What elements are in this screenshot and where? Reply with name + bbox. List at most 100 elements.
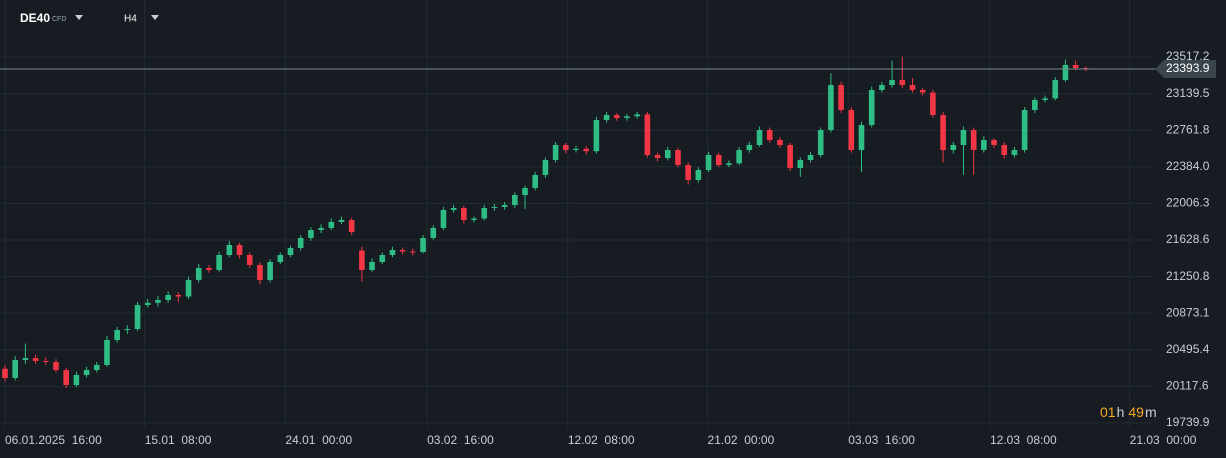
candle-body xyxy=(63,369,69,386)
x-tick-label: 12.02 08:00 xyxy=(568,433,635,447)
candle-body xyxy=(1011,149,1018,155)
candle-body xyxy=(797,159,804,168)
candle-body xyxy=(919,90,926,93)
candle-body xyxy=(206,267,212,270)
candle-body xyxy=(328,221,335,228)
candle-body xyxy=(858,125,865,150)
symbol[interactable]: DE40 xyxy=(20,11,50,25)
y-tick-label: 22761.8 xyxy=(1166,122,1210,136)
y-tick-label: 22384.0 xyxy=(1166,159,1210,173)
x-tick-label: 15.01 08:00 xyxy=(145,433,212,447)
candle-body xyxy=(236,244,243,255)
candle-body xyxy=(512,194,518,205)
candle-body xyxy=(144,302,151,305)
candle-body xyxy=(828,85,834,131)
candle-body xyxy=(481,207,488,219)
candle-body xyxy=(1072,65,1079,68)
last-price-label: 23393.9 xyxy=(1166,61,1210,75)
candle-body xyxy=(267,261,273,280)
plot xyxy=(0,56,1156,389)
candle-body xyxy=(420,237,426,252)
y-tick-label: 20873.1 xyxy=(1166,305,1210,319)
y-tick-label: 23139.5 xyxy=(1166,86,1210,100)
candle-body xyxy=(430,227,437,238)
candle-body xyxy=(83,369,90,375)
candle-body xyxy=(195,267,202,280)
candle-body xyxy=(2,368,8,378)
candle-body xyxy=(450,207,457,210)
candle-body xyxy=(185,279,192,297)
candle-body xyxy=(562,144,569,150)
candle-body xyxy=(338,219,345,222)
candle-body xyxy=(287,247,294,255)
candle-body xyxy=(899,80,906,86)
x-tick-label: 24.01 00:00 xyxy=(285,433,352,447)
candle-body xyxy=(522,187,528,195)
candle-body xyxy=(909,85,916,91)
candle-body xyxy=(1001,144,1008,155)
timeframe[interactable]: H4 xyxy=(124,14,137,25)
candle-body xyxy=(124,329,131,331)
candle-body xyxy=(216,254,222,270)
candle-body xyxy=(766,130,773,140)
symbol-dropdown[interactable] xyxy=(75,15,83,20)
symbol-type: CFD xyxy=(52,16,66,23)
candle-body xyxy=(603,115,610,121)
candle-body xyxy=(461,207,467,220)
candle-body xyxy=(879,85,885,91)
candle-body xyxy=(379,254,386,262)
countdown-hours: 01 xyxy=(1100,404,1116,420)
candle-body xyxy=(613,115,620,118)
candle-body xyxy=(624,116,630,118)
y-tick-label: 22006.3 xyxy=(1166,196,1210,210)
candle-body xyxy=(940,115,946,150)
x-tick-label: 03.02 16:00 xyxy=(427,433,494,447)
y-tick-label: 23517.2 xyxy=(1166,49,1210,63)
candle-body xyxy=(1042,98,1048,101)
candle-body xyxy=(705,154,712,170)
candle-body xyxy=(1032,100,1038,111)
y-tick-label: 20495.4 xyxy=(1166,342,1210,356)
candle-body xyxy=(53,361,59,370)
candle-body xyxy=(726,163,732,165)
timeframe-dropdown[interactable] xyxy=(151,15,159,20)
candle-body xyxy=(175,294,182,297)
candle-body xyxy=(736,149,742,164)
grid xyxy=(0,0,1152,428)
candle-body xyxy=(695,169,702,180)
candle-body xyxy=(93,364,100,370)
candle-body xyxy=(277,254,284,262)
candle-body xyxy=(838,85,844,111)
candle-body xyxy=(552,144,559,160)
candle-body xyxy=(644,114,651,155)
candle-body xyxy=(817,130,824,155)
candle-body xyxy=(889,80,895,86)
candle-body xyxy=(165,294,171,300)
candle-body xyxy=(369,261,375,270)
candle-body xyxy=(787,144,793,168)
candle-body xyxy=(308,229,314,238)
candle-body xyxy=(542,159,549,175)
candle-body xyxy=(593,120,600,152)
candle-body xyxy=(22,358,29,361)
y-tick-label: 21250.8 xyxy=(1166,269,1210,283)
candle-body xyxy=(1052,80,1059,99)
candle-body xyxy=(654,154,661,158)
countdown-minutes-unit: m xyxy=(1145,404,1157,420)
candle-body xyxy=(73,374,80,386)
candle-body xyxy=(675,149,681,165)
candle-body xyxy=(257,264,263,280)
candle-body xyxy=(970,130,977,150)
candle-body xyxy=(777,139,783,145)
candle-body xyxy=(501,204,508,207)
candle-body xyxy=(318,227,324,230)
candle-body xyxy=(134,304,141,330)
candle-body xyxy=(981,139,987,150)
candle-body xyxy=(42,360,49,362)
candle-body xyxy=(440,209,447,228)
candle-body xyxy=(848,110,855,150)
candle-body xyxy=(471,218,477,220)
candle-body xyxy=(950,144,957,150)
candle-body xyxy=(114,329,120,340)
